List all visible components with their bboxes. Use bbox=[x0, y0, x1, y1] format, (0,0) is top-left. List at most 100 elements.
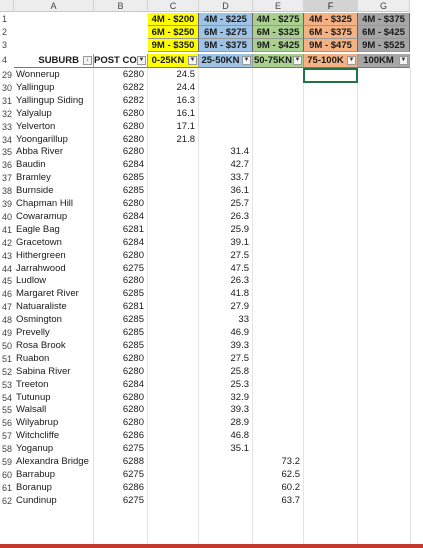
dropdown-icon[interactable]: ▼ bbox=[347, 56, 356, 65]
row-number[interactable]: 29 bbox=[2, 70, 13, 80]
row-number[interactable]: 44 bbox=[2, 264, 13, 274]
header-50-75kn[interactable]: 50-75KN ▼ bbox=[253, 54, 304, 68]
distance-0-25-cell[interactable] bbox=[148, 353, 199, 365]
row-number[interactable]: 58 bbox=[2, 444, 13, 454]
suburb-cell[interactable]: Abba River bbox=[16, 146, 63, 157]
row-number[interactable]: 59 bbox=[2, 457, 13, 467]
price-band-cell[interactable]: 4M - $325 bbox=[304, 13, 358, 26]
distance-50-75-cell[interactable] bbox=[253, 417, 304, 429]
distance-25-50-cell[interactable] bbox=[199, 482, 253, 494]
distance-25-50-cell[interactable]: 26.3 bbox=[230, 275, 250, 286]
distance-50-75-cell[interactable] bbox=[253, 392, 304, 404]
distance-50-75-cell[interactable] bbox=[253, 404, 304, 416]
row-number[interactable]: 53 bbox=[2, 380, 13, 390]
distance-50-75-cell[interactable] bbox=[253, 146, 304, 158]
price-band-cell[interactable]: 4M - $225 bbox=[199, 13, 253, 26]
distance-50-75-cell[interactable] bbox=[253, 301, 304, 313]
suburb-cell[interactable]: Margaret River bbox=[16, 288, 79, 299]
distance-25-50-cell[interactable]: 46.9 bbox=[230, 327, 250, 338]
distance-50-75-cell[interactable] bbox=[253, 366, 304, 378]
distance-50-75-cell[interactable] bbox=[253, 379, 304, 391]
suburb-cell[interactable]: Jarrahwood bbox=[16, 263, 66, 274]
row-number[interactable]: 46 bbox=[2, 289, 13, 299]
distance-50-75-cell[interactable] bbox=[253, 288, 304, 300]
distance-0-25-cell[interactable] bbox=[148, 172, 199, 184]
distance-0-25-cell[interactable] bbox=[148, 263, 199, 275]
suburb-cell[interactable]: Cundinup bbox=[16, 495, 57, 506]
distance-50-75-cell[interactable] bbox=[253, 327, 304, 339]
distance-25-50-cell[interactable]: 25.7 bbox=[230, 198, 250, 209]
postcode-cell[interactable]: 6280 bbox=[122, 417, 144, 428]
dropdown-icon[interactable]: ▼ bbox=[399, 56, 408, 65]
suburb-cell[interactable]: Gracetown bbox=[16, 237, 62, 248]
row-number[interactable]: 56 bbox=[2, 418, 13, 428]
postcode-cell[interactable]: 6275 bbox=[122, 469, 144, 480]
header-75-100k[interactable]: 75-100K ▼ bbox=[304, 54, 358, 68]
distance-25-50-cell[interactable]: 28.9 bbox=[230, 417, 250, 428]
row-number[interactable]: 39 bbox=[2, 199, 13, 209]
row-number[interactable]: 52 bbox=[2, 367, 13, 377]
distance-50-75-cell[interactable] bbox=[253, 430, 304, 442]
suburb-cell[interactable]: Bramley bbox=[16, 172, 51, 183]
suburb-cell[interactable]: Burnside bbox=[16, 185, 54, 196]
dropdown-icon[interactable]: ▼ bbox=[242, 56, 251, 65]
suburb-cell[interactable]: Ruabon bbox=[16, 353, 50, 364]
suburb-cell[interactable]: Yoganup bbox=[16, 443, 54, 454]
distance-25-50-cell[interactable]: 26.3 bbox=[230, 211, 250, 222]
distance-50-75-cell[interactable] bbox=[253, 185, 304, 197]
row-number[interactable]: 41 bbox=[2, 225, 13, 235]
distance-25-50-cell[interactable]: 42.7 bbox=[230, 159, 250, 170]
price-band-cell[interactable]: 9M - $375 bbox=[199, 39, 253, 52]
postcode-cell[interactable]: 6280 bbox=[122, 69, 144, 80]
suburb-cell[interactable]: Witchcliffe bbox=[16, 430, 60, 441]
distance-25-50-cell[interactable]: 27.5 bbox=[230, 353, 250, 364]
distance-25-50-cell[interactable] bbox=[199, 95, 253, 107]
price-band-cell[interactable]: 4M - $200 bbox=[148, 13, 199, 26]
postcode-cell[interactable]: 6275 bbox=[122, 443, 144, 454]
row-number[interactable]: 50 bbox=[2, 341, 13, 351]
postcode-cell[interactable]: 6275 bbox=[122, 263, 144, 274]
distance-0-25-cell[interactable] bbox=[148, 146, 199, 158]
column-header-g[interactable]: G bbox=[358, 0, 410, 12]
distance-25-50-cell[interactable]: 46.8 bbox=[230, 430, 250, 441]
row-number[interactable]: 47 bbox=[2, 302, 13, 312]
price-band-cell[interactable]: 9M - $475 bbox=[304, 39, 358, 52]
distance-25-50-cell[interactable]: 27.5 bbox=[230, 250, 250, 261]
price-band-cell[interactable]: 6M - $325 bbox=[253, 26, 304, 39]
postcode-cell[interactable]: 6280 bbox=[122, 250, 144, 261]
distance-0-25-cell[interactable] bbox=[148, 404, 199, 416]
distance-25-50-cell[interactable]: 25.9 bbox=[230, 224, 250, 235]
distance-50-75-cell[interactable] bbox=[253, 211, 304, 223]
row-number[interactable]: 36 bbox=[2, 160, 13, 170]
header-25-50kn[interactable]: 25-50KN ▼ bbox=[199, 54, 253, 68]
postcode-cell[interactable]: 6280 bbox=[122, 121, 144, 132]
row-number[interactable]: 62 bbox=[2, 496, 13, 506]
distance-50-75-cell[interactable]: 62.5 bbox=[281, 469, 301, 480]
sort-filter-icon[interactable]: ↓ bbox=[83, 56, 92, 65]
header-post-coi[interactable]: POST COI ▼ bbox=[94, 54, 148, 68]
column-header-d[interactable]: D bbox=[199, 0, 253, 12]
distance-25-50-cell[interactable] bbox=[199, 69, 253, 81]
suburb-cell[interactable]: Rosa Brook bbox=[16, 340, 66, 351]
postcode-cell[interactable]: 6286 bbox=[122, 430, 144, 441]
distance-25-50-cell[interactable] bbox=[199, 134, 253, 146]
suburb-cell[interactable]: Walsall bbox=[16, 404, 47, 415]
distance-50-75-cell[interactable] bbox=[253, 353, 304, 365]
distance-0-25-cell[interactable]: 16.1 bbox=[176, 108, 196, 119]
row-number[interactable]: 34 bbox=[2, 135, 13, 145]
distance-25-50-cell[interactable]: 27.9 bbox=[230, 301, 250, 312]
header-100km[interactable]: 100KM ▼ bbox=[358, 54, 410, 68]
postcode-cell[interactable]: 6280 bbox=[122, 134, 144, 145]
header-suburb[interactable]: SUBURB ↓ bbox=[14, 54, 94, 68]
distance-0-25-cell[interactable] bbox=[148, 301, 199, 313]
distance-0-25-cell[interactable] bbox=[148, 495, 199, 507]
distance-25-50-cell[interactable] bbox=[199, 495, 253, 507]
distance-0-25-cell[interactable] bbox=[148, 392, 199, 404]
postcode-cell[interactable]: 6285 bbox=[122, 314, 144, 325]
postcode-cell[interactable]: 6280 bbox=[122, 146, 144, 157]
suburb-cell[interactable]: Osmington bbox=[16, 314, 62, 325]
distance-25-50-cell[interactable] bbox=[199, 121, 253, 133]
distance-25-50-cell[interactable]: 33.7 bbox=[230, 172, 250, 183]
distance-0-25-cell[interactable] bbox=[148, 237, 199, 249]
distance-25-50-cell[interactable]: 32.9 bbox=[230, 392, 250, 403]
